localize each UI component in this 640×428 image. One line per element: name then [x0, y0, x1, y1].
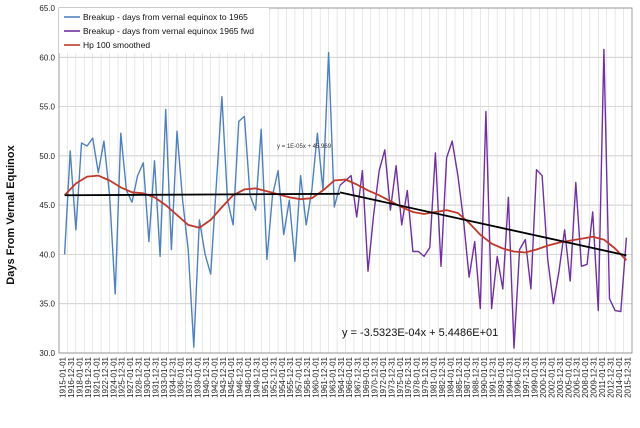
x-tick-label: 1939-01-01	[194, 356, 203, 397]
y-tick-label: 50.0	[39, 152, 55, 161]
x-tick-label: 1987-01-01	[463, 356, 472, 397]
series-layer	[63, 48, 628, 349]
x-tick-label: 1918-01-01	[76, 356, 85, 397]
x-tick-label: 1936-01-01	[177, 356, 186, 397]
series-line-red-smoothed	[63, 174, 628, 261]
trendline-layer	[64, 191, 627, 257]
x-tick-label: 1943-12-31	[219, 356, 228, 397]
x-tick-label: 1927-01-01	[126, 356, 135, 397]
x-tick-label: 2000-12-31	[539, 356, 548, 397]
y-tick-label: 60.0	[39, 53, 55, 62]
x-tick-label: 1961-12-31	[320, 356, 329, 397]
x-tick-label: 1967-12-31	[354, 356, 363, 397]
x-tick-label: 1955-12-31	[286, 356, 295, 397]
x-tick-label: 1990-01-01	[480, 356, 489, 397]
x-tick-label: 1934-12-31	[168, 356, 177, 397]
x-tick-label: 1957-01-01	[295, 356, 304, 397]
x-tick-label: 1951-01-01	[261, 356, 270, 397]
x-tick-label: 1946-12-31	[236, 356, 245, 397]
legend: Breakup - days from vernal equinox to 19…	[59, 8, 269, 53]
x-tick-label: 1952-12-31	[269, 356, 278, 397]
legend-entry-red: Hp 100 smoothed	[83, 40, 150, 50]
x-tick-label: 2011-01-01	[598, 356, 607, 397]
y-tick-label: 45.0	[39, 201, 55, 210]
x-tick-label: 1985-12-31	[455, 356, 464, 397]
x-tick-label: 2012-12-31	[606, 356, 615, 397]
x-tick-label: 2014-01-01	[615, 356, 624, 397]
x-tick-label: 1988-12-31	[472, 356, 481, 397]
x-tick-label: 1915-01-01	[59, 356, 68, 397]
y-tick-label: 55.0	[39, 103, 55, 112]
trendline-equation-small: y = 1E-05x + 45.969	[277, 144, 332, 150]
x-tick-label: 1933-01-01	[160, 356, 169, 397]
x-tick-label: 1925-12-31	[118, 356, 127, 397]
legend-entry-blue: Breakup - days from vernal equinox to 19…	[83, 12, 248, 22]
axis-ticks: 30.0 35.0 40.0 45.0 50.0 55.0 60.0 65.0 1915-01-…	[39, 4, 632, 398]
x-tick-label: 1994-12-31	[505, 356, 514, 397]
x-tick-label: 1963-01-01	[328, 356, 337, 397]
x-tick-label: 1964-12-31	[337, 356, 346, 397]
x-tick-label: 1948-01-01	[244, 356, 253, 397]
legend-entry-purple: Breakup - days from vernal equinox 1965 …	[83, 26, 254, 36]
x-tick-label: 1954-01-01	[278, 356, 287, 397]
x-tick-label: 1999-01-01	[531, 356, 540, 397]
x-tick-label: 1931-12-31	[151, 356, 160, 397]
y-tick-label: 40.0	[39, 250, 55, 259]
x-tick-label: 1966-01-01	[345, 356, 354, 397]
y-tick-label: 30.0	[39, 349, 55, 358]
x-tick-label: 1921-01-01	[92, 356, 101, 397]
x-tick-label: 1973-12-31	[387, 356, 396, 397]
grid-lines	[58, 7, 632, 354]
plot-area-border	[58, 7, 633, 354]
x-tick-label: 2006-12-31	[573, 356, 582, 397]
x-tick-label: 1940-12-31	[202, 356, 211, 397]
x-tick-label: 2005-01-01	[564, 356, 573, 397]
x-tick-label: 1984-01-01	[446, 356, 455, 397]
x-tick-label: 1978-01-01	[413, 356, 422, 397]
x-tick-label: 1949-12-31	[253, 356, 262, 397]
x-tick-label: 2015-12-31	[623, 356, 632, 397]
series-line-purple	[339, 48, 628, 349]
x-tick-label: 1975-01-01	[396, 356, 405, 397]
x-tick-label: 1976-12-31	[404, 356, 413, 397]
trendline-post-1965	[339, 191, 627, 257]
x-tick-label: 1982-12-31	[438, 356, 447, 397]
x-tick-label: 1942-01-01	[210, 356, 219, 397]
x-tick-label: 1928-12-31	[135, 356, 144, 397]
x-tick-label: 1958-12-31	[303, 356, 312, 397]
y-tick-label: 65.0	[39, 4, 55, 13]
x-tick-label: 1924-01-01	[109, 356, 118, 397]
x-tick-label: 1916-12-31	[67, 356, 76, 397]
x-tick-label: 2009-12-31	[590, 356, 599, 397]
y-tick-label: 35.0	[39, 300, 55, 309]
x-tick-label: 1919-12-31	[84, 356, 93, 397]
x-tick-label: 1930-01-01	[143, 356, 152, 397]
y-axis-label: Days From Vernal Equinox	[5, 144, 17, 284]
x-tick-label: 1969-01-01	[362, 356, 371, 397]
x-tick-label: 1993-01-01	[497, 356, 506, 397]
trendline-equation-large: y = -3.5323E-04x + 5.4486E+01	[342, 327, 498, 339]
series-line-blue	[63, 51, 341, 348]
x-tick-label: 2003-12-31	[556, 356, 565, 397]
x-tick-label: 1991-12-31	[488, 356, 497, 397]
x-tick-label: 1972-01-01	[379, 356, 388, 397]
x-tick-label: 1937-12-31	[185, 356, 194, 397]
x-tick-label: 1979-12-31	[421, 356, 430, 397]
x-tick-label: 1970-12-31	[370, 356, 379, 397]
trendline-pre-1965	[64, 192, 340, 197]
x-tick-label: 1922-12-31	[101, 356, 110, 397]
x-tick-label: 1981-01-01	[429, 356, 438, 397]
x-tick-label: 1997-12-31	[522, 356, 531, 397]
x-tick-label: 2002-01-01	[547, 356, 556, 397]
x-tick-label: 1945-01-01	[227, 356, 236, 397]
x-tick-label: 1960-01-01	[312, 356, 321, 397]
x-tick-label: 1996-01-01	[514, 356, 523, 397]
x-tick-label: 2008-01-01	[581, 356, 590, 397]
